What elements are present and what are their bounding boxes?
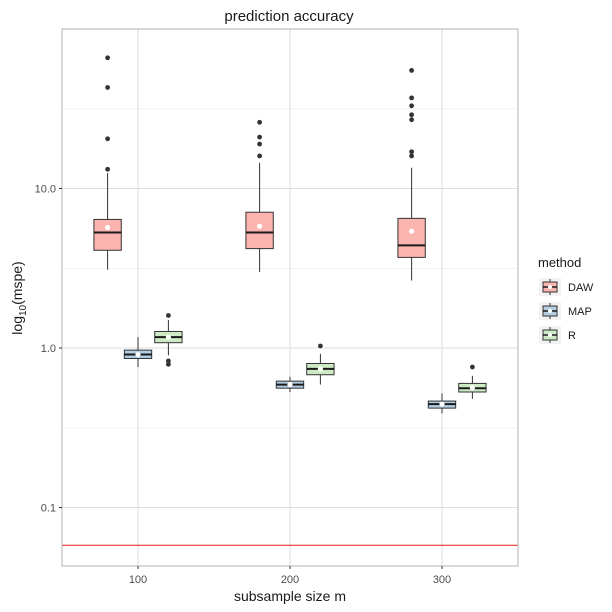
box-map-100: [123, 337, 153, 368]
legend-item-map: MAP: [539, 302, 592, 320]
y-tick-label: 1.0: [41, 343, 56, 355]
box-r-100: [154, 313, 183, 367]
outlier-point: [257, 134, 262, 140]
mean-point: [287, 381, 293, 388]
legend-items: DAW MAP R: [539, 278, 594, 344]
legend-item-daw: DAW: [539, 278, 594, 296]
mean-point: [469, 384, 475, 391]
legend-label: MAP: [568, 306, 592, 318]
y-axis-title: log10(mspe): [9, 261, 29, 334]
outlier-point: [166, 358, 171, 364]
plot-panel: [61, 28, 519, 567]
x-axis-title: subsample size m: [234, 588, 346, 604]
chart-title: prediction accuracy: [224, 8, 354, 25]
y-axis-ticks: 0.1 1.0 10.0: [35, 184, 62, 515]
outlier-point: [166, 313, 171, 318]
outlier-point: [105, 166, 110, 172]
outlier-point: [409, 117, 414, 123]
box-r-200: [306, 343, 335, 385]
legend-key-mean: [548, 309, 552, 313]
box-map-300: [427, 393, 457, 414]
outlier-point: [470, 364, 475, 370]
y-axis-title-subscript: 10: [18, 304, 29, 316]
mean-point: [317, 366, 323, 372]
outlier-point: [166, 361, 171, 367]
box-daw-300: [397, 68, 426, 281]
outlier-point: [409, 68, 414, 73]
box-body: [245, 211, 274, 250]
box-daw-200: [245, 119, 274, 272]
y-tick-label: 0.1: [41, 503, 56, 515]
outlier-point: [409, 95, 414, 101]
legend-title: method: [538, 255, 581, 270]
outlier-point: [409, 103, 414, 109]
legend-key-mean: [548, 333, 552, 337]
box-body: [93, 218, 122, 251]
outlier-point: [105, 136, 110, 142]
outlier-point: [409, 153, 414, 159]
mean-point: [257, 223, 263, 229]
y-axis-title-rest: (mspe): [9, 261, 25, 305]
mean-point: [409, 228, 415, 234]
outlier-point: [257, 153, 262, 159]
outlier-point: [257, 141, 262, 147]
x-tick-label: 300: [433, 574, 451, 586]
x-tick-label: 200: [281, 574, 299, 586]
mean-point: [135, 351, 141, 358]
box-daw-100: [93, 55, 122, 270]
box-layer: [93, 55, 487, 414]
y-tick-label: 10.0: [35, 184, 56, 196]
y-axis-title-main: log: [9, 316, 25, 335]
x-axis-ticks: 100 200 300: [129, 566, 451, 586]
legend: method DAW MAP R: [538, 255, 594, 344]
outlier-point: [409, 112, 414, 118]
legend-label: R: [568, 330, 576, 342]
outlier-point: [257, 119, 262, 125]
outlier-point: [318, 343, 323, 349]
legend-label: DAW: [568, 282, 594, 294]
x-tick-label: 100: [129, 574, 147, 586]
box-body: [397, 217, 426, 258]
outlier-point: [105, 55, 110, 61]
legend-item-r: R: [539, 326, 576, 344]
legend-key-mean: [548, 285, 552, 289]
mean-point: [105, 224, 111, 231]
outlier-point: [409, 149, 414, 155]
box-r-300: [458, 364, 487, 399]
outlier-point: [105, 85, 110, 90]
box-map-200: [275, 376, 305, 393]
mean-point: [165, 334, 171, 340]
mean-point: [439, 401, 445, 407]
